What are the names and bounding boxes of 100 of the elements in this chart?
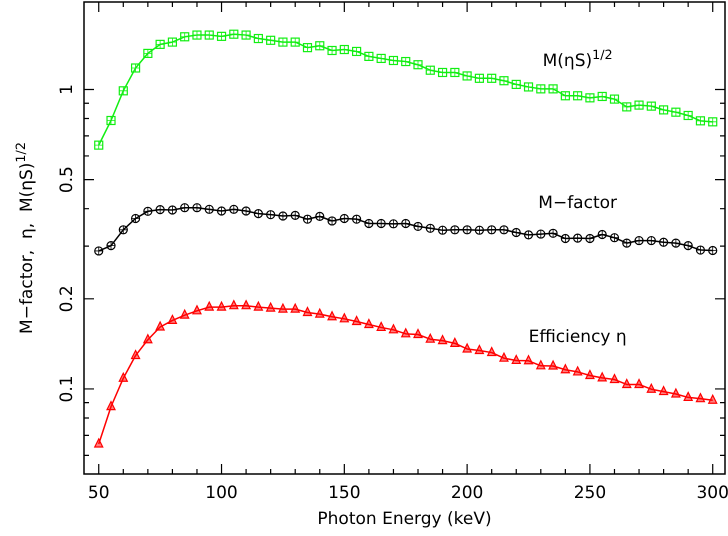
- point: [327, 46, 337, 56]
- point: [560, 234, 570, 244]
- y-tick-label: 1: [57, 84, 77, 95]
- point: [462, 71, 472, 81]
- point: [474, 226, 484, 235]
- point: [622, 378, 632, 388]
- point: [130, 63, 140, 73]
- point: [204, 302, 214, 311]
- point: [487, 225, 496, 234]
- point: [585, 370, 595, 380]
- point: [143, 206, 152, 216]
- point: [192, 203, 202, 212]
- point: [560, 91, 570, 100]
- point: [302, 43, 312, 52]
- point: [327, 311, 337, 320]
- point: [499, 225, 509, 234]
- point: [708, 246, 718, 256]
- point: [130, 350, 140, 360]
- point: [168, 314, 178, 324]
- point: [180, 310, 190, 319]
- y-tick-label: 0.1: [57, 375, 77, 402]
- point: [462, 225, 472, 234]
- point: [646, 236, 656, 246]
- point: [634, 236, 644, 246]
- point: [659, 386, 668, 396]
- point: [610, 374, 620, 384]
- y-tick-label: 0.5: [57, 166, 77, 194]
- point: [376, 218, 386, 228]
- point: [290, 210, 300, 220]
- point: [388, 324, 398, 334]
- point: [524, 355, 534, 364]
- point: [401, 56, 410, 66]
- point: [548, 228, 558, 238]
- point: [180, 32, 190, 42]
- point: [438, 335, 448, 344]
- point: [266, 36, 276, 45]
- point: [512, 354, 521, 364]
- point: [192, 305, 202, 314]
- point: [450, 68, 460, 78]
- point: [512, 228, 521, 238]
- point: [474, 74, 484, 83]
- point: [401, 218, 410, 228]
- point: [388, 56, 398, 66]
- point: [696, 393, 706, 402]
- point: [487, 346, 496, 356]
- point: [684, 241, 693, 250]
- point: [106, 241, 116, 250]
- point: [426, 334, 435, 343]
- point: [229, 30, 238, 39]
- point: [315, 212, 324, 221]
- point: [216, 302, 226, 311]
- point: [413, 60, 423, 70]
- point: [156, 40, 165, 49]
- point: [315, 308, 324, 318]
- series-label: Efficiency η: [528, 326, 627, 347]
- point: [278, 303, 288, 313]
- point: [573, 366, 582, 376]
- point: [94, 246, 104, 256]
- x-tick-label: 200: [450, 483, 484, 503]
- x-tick-label: 100: [205, 483, 238, 503]
- point: [352, 46, 362, 56]
- point: [536, 229, 546, 239]
- point: [487, 74, 496, 83]
- point: [364, 52, 374, 61]
- point: [438, 226, 448, 235]
- point: [290, 303, 300, 313]
- x-tick-label: 300: [696, 483, 728, 503]
- point: [241, 30, 251, 40]
- point: [671, 108, 680, 117]
- point: [684, 110, 693, 120]
- point: [708, 394, 718, 404]
- point: [598, 230, 607, 240]
- point: [278, 211, 288, 221]
- point: [204, 204, 214, 214]
- point: [278, 37, 288, 47]
- point: [156, 205, 165, 214]
- point: [118, 86, 128, 96]
- point: [352, 214, 362, 224]
- x-tick-label: 50: [88, 483, 110, 503]
- point: [266, 210, 276, 220]
- point: [302, 306, 312, 316]
- point: [290, 37, 300, 47]
- series-label: M−factor: [538, 193, 618, 214]
- point: [610, 233, 620, 242]
- point: [646, 102, 656, 111]
- point: [548, 84, 558, 94]
- point: [598, 92, 607, 102]
- x-tick-label: 150: [328, 483, 361, 503]
- point: [659, 105, 668, 114]
- point: [573, 91, 582, 100]
- point: [634, 100, 644, 110]
- point: [241, 300, 251, 310]
- point: [143, 48, 152, 58]
- point: [340, 214, 349, 224]
- point: [610, 94, 620, 104]
- point: [450, 225, 460, 234]
- point: [671, 388, 680, 398]
- point: [438, 68, 448, 78]
- point: [573, 234, 582, 243]
- point: [229, 300, 238, 310]
